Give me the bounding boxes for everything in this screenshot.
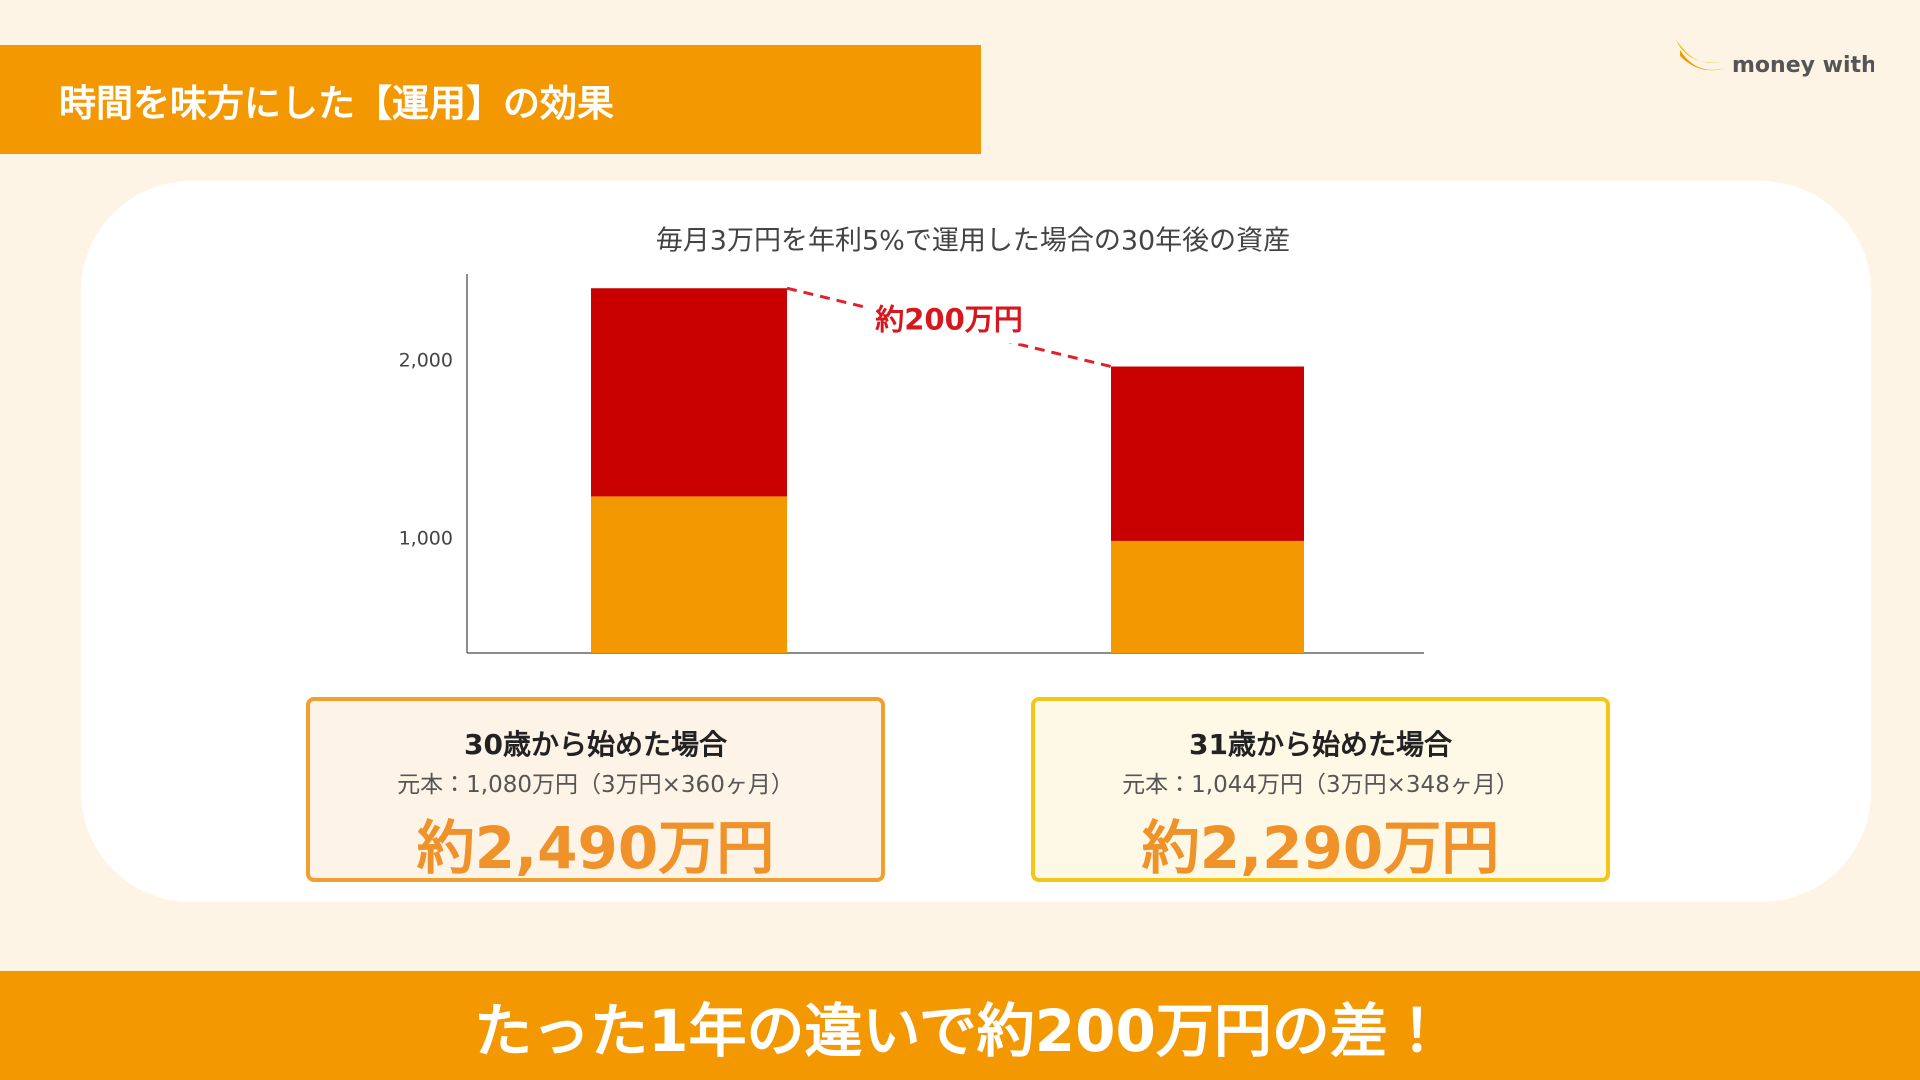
- card-principal: 元本：1,044万円（3万円×348ヶ月）: [1122, 772, 1519, 798]
- header-title: 時間を味方にした【運用】の効果: [59, 81, 614, 125]
- card: 31歳から始めた場合 元本：1,044万円（3万円×348ヶ月） 約2,290万…: [1031, 697, 1610, 882]
- difference-line: [786, 286, 1112, 368]
- bar-segment: [591, 496, 787, 653]
- logo: money with: [1676, 40, 1874, 78]
- bar-segment: [591, 288, 787, 497]
- annotation-bg: [867, 299, 1031, 344]
- chart: 毎月3万円を年利5%で運用した場合の30年後の資産 1,000 2,000 約200…: [399, 226, 1424, 654]
- footer-bar: たった1年の違いで約200万円の差！: [0, 971, 1920, 1080]
- chart-title: 毎月3万円を年利5%で運用した場合の30年後の資産: [656, 226, 1290, 257]
- card-principal: 元本：1,080万円（3万円×360ヶ月）: [397, 772, 794, 798]
- logo-swoosh: [1676, 40, 1722, 63]
- header-bar: 時間を味方にした【運用】の効果: [0, 45, 981, 154]
- logo-text: money with: [1732, 53, 1874, 78]
- footer-text: たった1年の違いで約200万円の差！: [474, 996, 1446, 1065]
- bar-segment: [1111, 366, 1304, 541]
- card-title: 31歳から始めた場合: [1189, 728, 1452, 761]
- card-result: 約2,490万円: [416, 814, 775, 882]
- annotation: 約200万円: [875, 302, 1023, 336]
- bar-segment: [1111, 540, 1304, 653]
- y-tick-label: 2,000: [399, 350, 453, 372]
- card: 30歳から始めた場合 元本：1,080万円（3万円×360ヶ月） 約2,490万…: [306, 697, 885, 882]
- card-result: 約2,290万円: [1141, 814, 1500, 882]
- y-tick-label: 1,000: [399, 528, 453, 550]
- card-title: 30歳から始めた場合: [464, 728, 727, 761]
